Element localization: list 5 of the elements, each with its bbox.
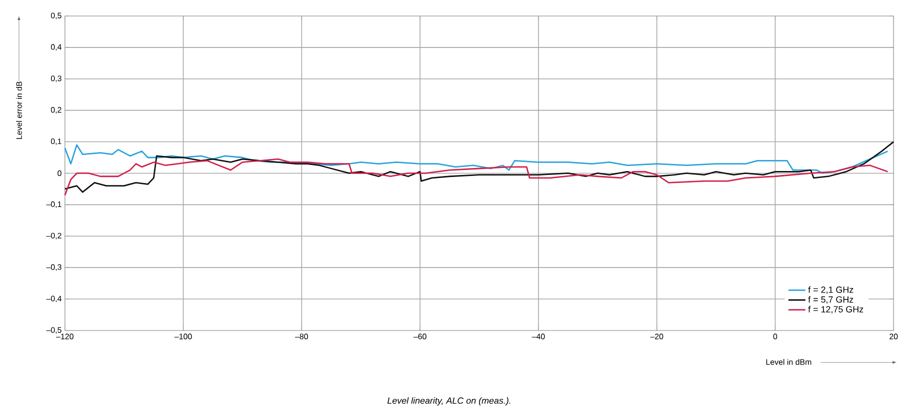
text: Level linearity, ALC on (meas.). — [387, 397, 510, 406]
legend-label: f = 12,75 GHz — [808, 306, 864, 314]
line-series — [64, 144, 888, 174]
legend-label: f = 5,7 GHz — [808, 296, 854, 304]
legend-label: f = 2,1 GHz — [808, 286, 854, 294]
